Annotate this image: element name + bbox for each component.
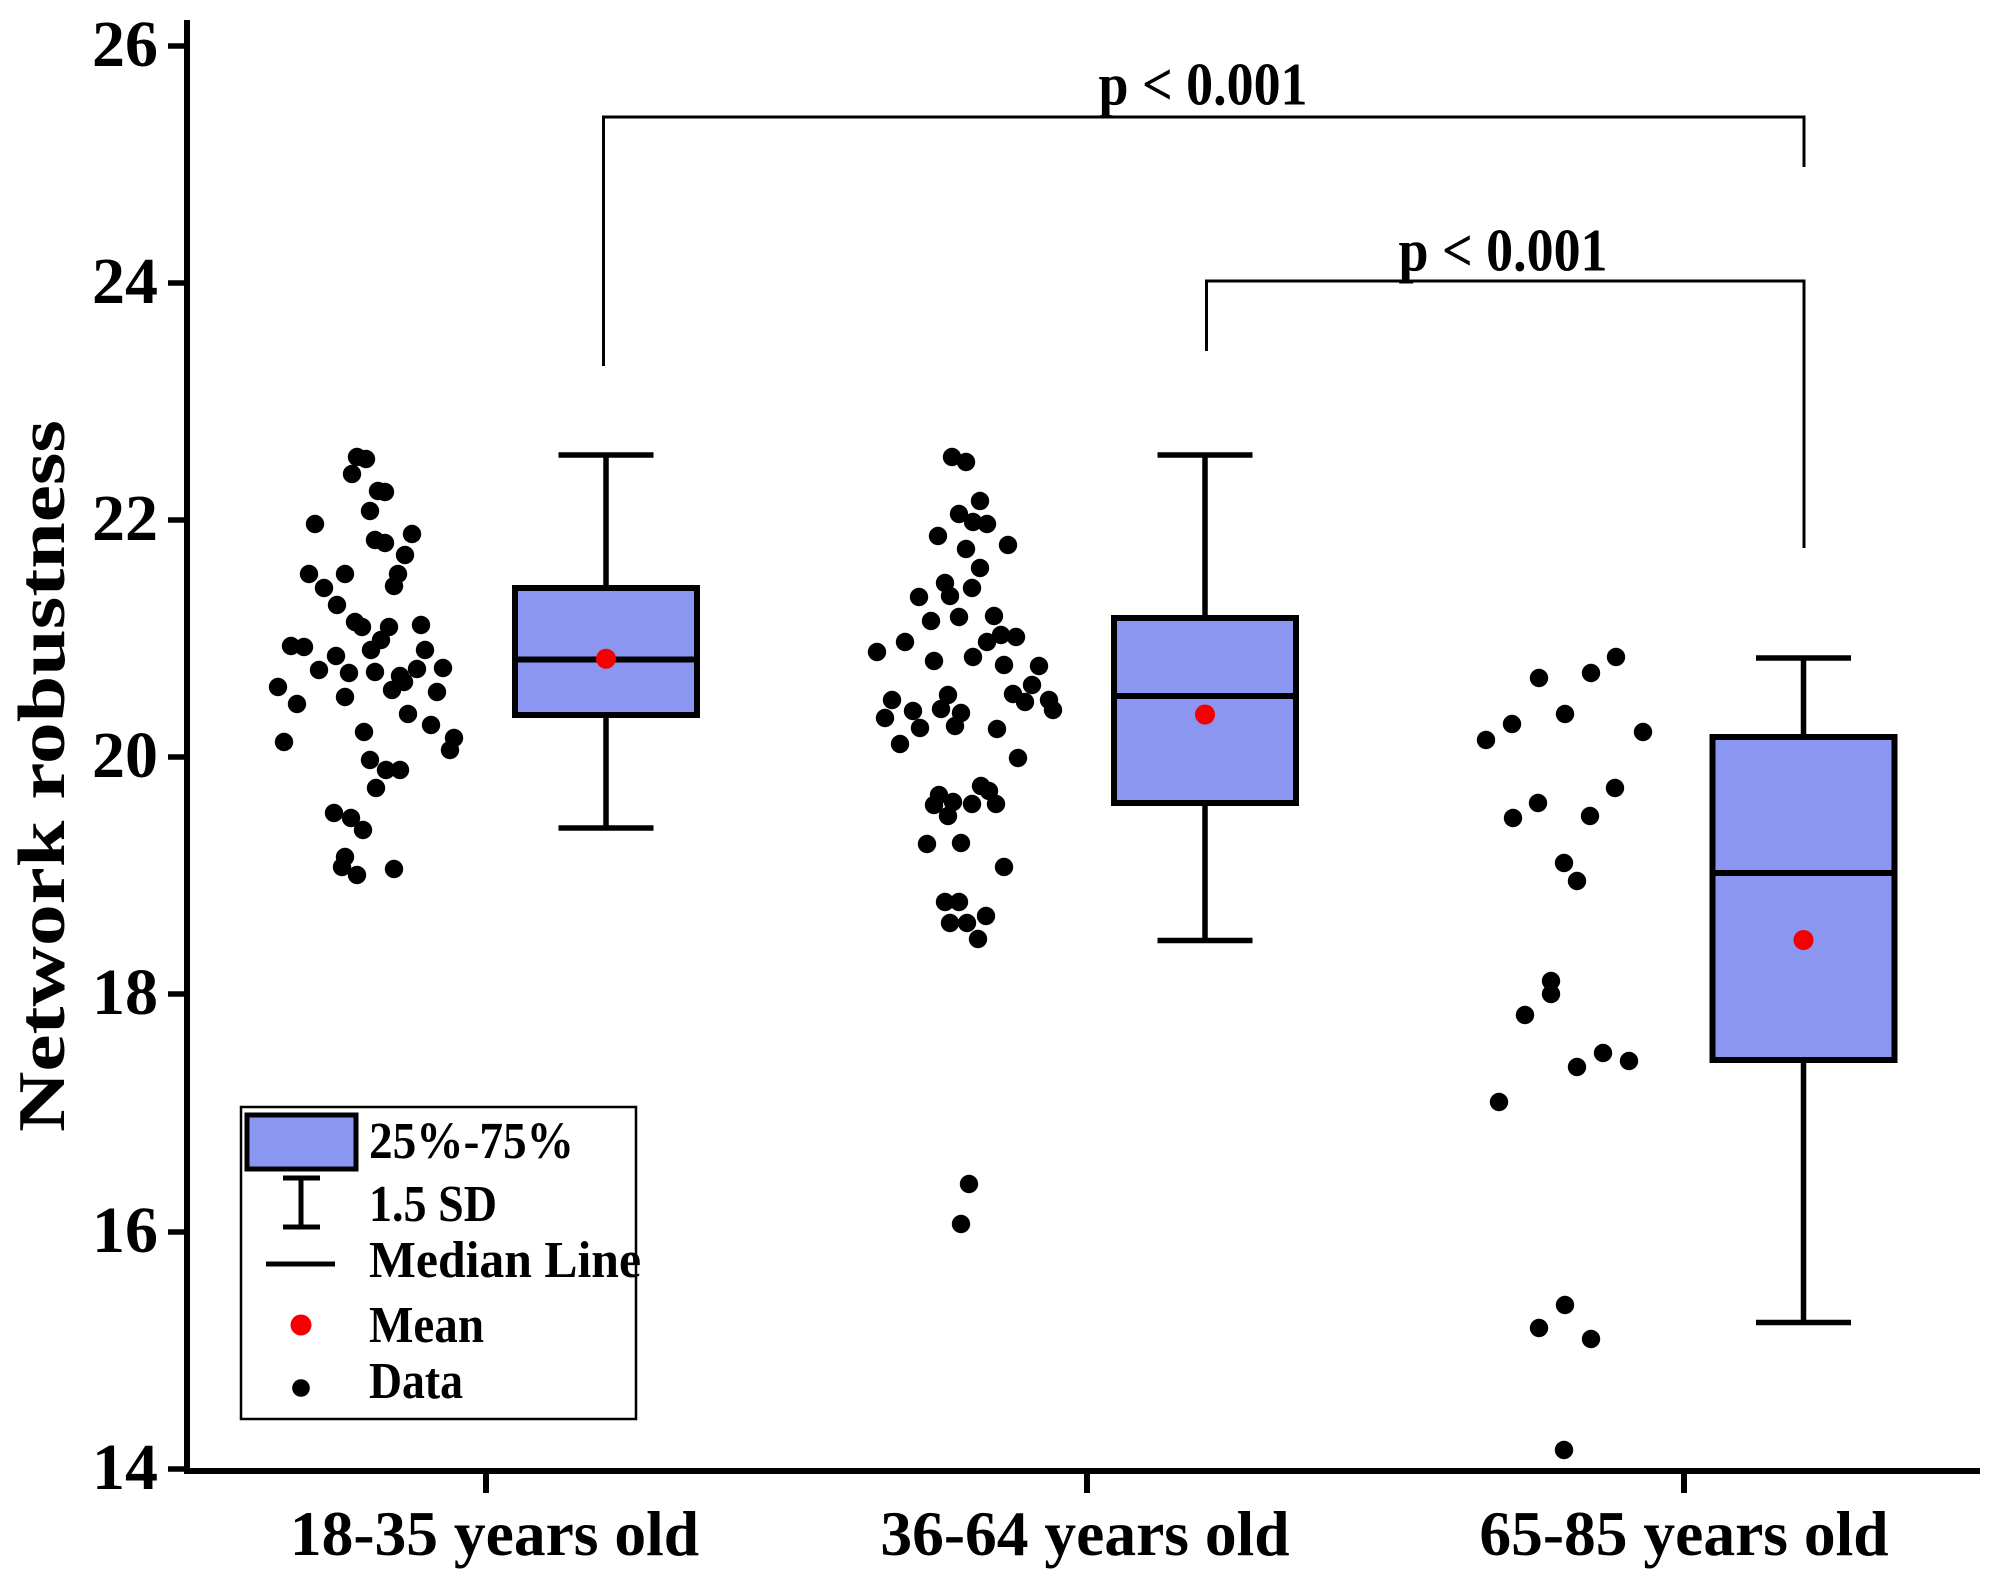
svg-text:36-64 years old: 36-64 years old xyxy=(880,1498,1289,1569)
svg-text:18: 18 xyxy=(92,956,158,1029)
svg-text:p < 0.001: p < 0.001 xyxy=(1399,218,1608,284)
svg-text:p < 0.001: p < 0.001 xyxy=(1099,52,1308,118)
svg-text:1.5 SD: 1.5 SD xyxy=(369,1176,497,1233)
svg-text:26: 26 xyxy=(92,8,158,81)
svg-text:22: 22 xyxy=(92,482,158,555)
svg-text:Median Line: Median Line xyxy=(369,1232,641,1289)
svg-text:16: 16 xyxy=(92,1194,158,1267)
svg-text:20: 20 xyxy=(92,719,158,792)
svg-text:18-35 years old: 18-35 years old xyxy=(290,1498,699,1569)
svg-text:Mean: Mean xyxy=(369,1297,484,1354)
svg-text:65-85 years old: 65-85 years old xyxy=(1479,1498,1888,1569)
svg-text:Network robustness: Network robustness xyxy=(5,420,79,1132)
svg-text:Data: Data xyxy=(369,1353,463,1410)
svg-text:24: 24 xyxy=(92,245,158,318)
svg-text:25%-75%: 25%-75% xyxy=(369,1113,574,1170)
svg-text:14: 14 xyxy=(92,1431,158,1504)
